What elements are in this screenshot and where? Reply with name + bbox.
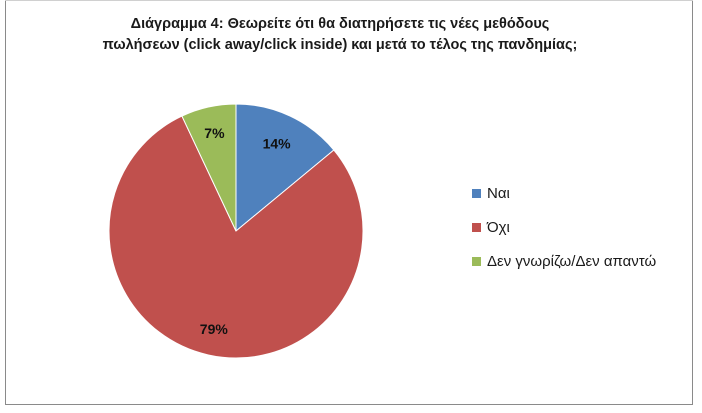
legend-swatch-no xyxy=(472,223,481,232)
legend-item-no: Όχι xyxy=(472,218,656,237)
legend-item-dont-know: Δεν γνωρίζω/Δεν απαντώ xyxy=(472,252,656,271)
pie-slice-dont-know xyxy=(181,103,237,232)
pie-label-dont-know: 7% xyxy=(204,125,225,141)
legend-item-yes: Ναι xyxy=(472,184,656,203)
chart-title-line-1: Διάγραμμα 4: Θεωρείτε ότι θα διατηρήσετε… xyxy=(130,16,550,32)
legend-label-yes: Ναι xyxy=(487,185,510,202)
pie-slice-yes xyxy=(235,103,335,233)
pie-slice-no xyxy=(108,115,364,359)
chart-legend: Ναι Όχι Δεν γνωρίζω/Δεν απαντώ xyxy=(472,184,656,286)
legend-label-dont-know: Δεν γνωρίζω/Δεν απαντώ xyxy=(487,253,657,270)
chart-title: Διάγραμμα 4: Θεωρείτε ότι θα διατηρήσετε… xyxy=(60,14,620,56)
legend-swatch-dont-know xyxy=(472,257,481,266)
pie-label-no: 79% xyxy=(200,321,229,337)
legend-swatch-yes xyxy=(472,189,481,198)
frame-top-divider xyxy=(5,0,693,1)
chart-title-line-2: πωλήσεων (click away/click inside) και μ… xyxy=(102,37,578,53)
pie-label-yes: 14% xyxy=(263,136,292,152)
legend-label-no: Όχι xyxy=(487,219,510,236)
